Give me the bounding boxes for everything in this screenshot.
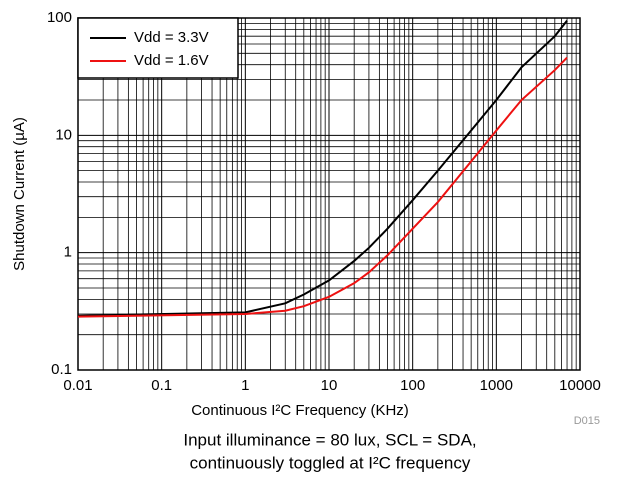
y-tick-label: 10 <box>55 126 72 143</box>
x-axis-label: Continuous I²C Frequency (KHz) <box>191 402 409 419</box>
caption: Input illuminance = 80 lux, SCL = SDA, <box>183 430 476 449</box>
x-tick-label: 0.01 <box>63 377 92 394</box>
line-series <box>77 19 568 317</box>
caption: continuously toggled at I²C frequency <box>190 453 471 472</box>
legend-box <box>77 17 239 79</box>
x-tick-label: 10 <box>321 377 338 394</box>
y-tick-label: 1 <box>64 244 72 261</box>
x-tick-label: 10000 <box>559 377 601 394</box>
x-tick-label: 1 <box>241 377 249 394</box>
x-tick-label: 100 <box>400 377 425 394</box>
x-tick-label: 1000 <box>480 377 513 394</box>
legend-label: Vdd = 3.3V <box>134 29 209 46</box>
y-tick-label: 0.1 <box>51 361 72 378</box>
legend-label: Vdd = 1.6V <box>134 52 209 69</box>
line-series <box>77 56 568 318</box>
figure-id: D015 <box>574 415 600 427</box>
y-axis-label: Shutdown Current (µA) <box>11 117 28 271</box>
y-tick-label: 100 <box>47 9 72 26</box>
x-tick-label: 0.1 <box>151 377 172 394</box>
plot-frame <box>77 17 581 371</box>
